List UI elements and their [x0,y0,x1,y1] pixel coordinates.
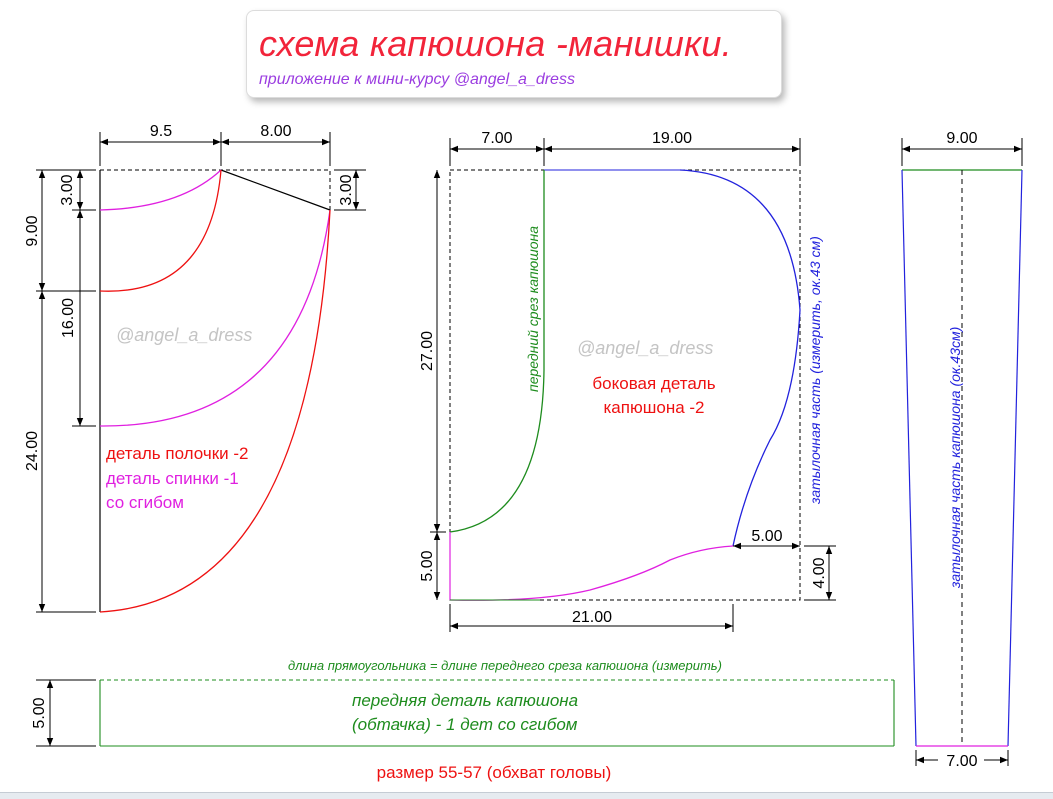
back-edge-curve [679,169,801,547]
back-armhole-curve [99,209,331,613]
dim-label-bottom-left: 5.00 [31,697,48,728]
label-rectangle-note: длина прямоугольника = длине переднего с… [288,658,722,673]
right-piece-left-edge [901,169,917,747]
middle-pattern-piece: 7.00 19.00 27.00 5.00 21.00 5.00 4.00 пе… [419,130,836,632]
dim-label-right-bottom: 7.00 [946,753,977,770]
right-pattern-piece: 9.00 7.00 затылочная часть капюшона (ок.… [901,130,1023,770]
left-piece-shoulder-line [220,169,331,211]
dim-label-left-16: 16.00 [60,298,77,338]
bottom-edge-curve [449,545,734,601]
left-pattern-piece: 9.5 8.00 3.00 9.00 16.00 24.00 3.00 @ang… [24,123,366,613]
label-front-edge: передний срез капюшона [525,226,541,392]
dim-label-left-3: 3.00 [59,174,76,205]
label-back-strip: затылочная часть капюшона (ок.43см) [947,327,963,589]
dim-label-mid-bottom: 21.00 [572,609,612,626]
dim-label-mid-left-27: 27.00 [419,331,436,371]
label-back-edge: затылочная часть (измерить, ок.43 см) [807,236,823,505]
dim-label-right-top: 9.00 [946,130,977,147]
dim-label-mid-top-b: 19.00 [652,130,692,147]
dim-label-right-3: 3.00 [338,174,355,205]
dim-label-top-a: 9.5 [150,123,172,140]
label-fold: со сгибом [106,493,184,512]
front-neck-curve [99,169,222,211]
bottom-window-edge [0,792,1053,799]
dim-label-left-9: 9.00 [24,215,41,246]
label-front-hood-line2: (обтачка) - 1 дет со сгибом [352,715,578,734]
right-piece-right-edge [1007,169,1023,747]
title-box: схема капюшона -манишки. приложение к ми… [246,10,782,98]
front-armhole-curve [99,209,331,427]
dim-label-mid-right-5: 5.00 [751,528,782,545]
dim-label-top-b: 8.00 [260,123,291,140]
diagram-title: схема капюшона -манишки. [259,23,732,64]
dim-label-mid-left-5: 5.00 [419,550,436,581]
watermark-left: @angel_a_dress [116,325,252,345]
dim-label-left-24: 24.00 [24,431,41,471]
label-back-piece: деталь спинки -1 [106,469,239,488]
bottom-pattern-piece: длина прямоугольника = длине переднего с… [31,658,895,747]
size-label: размер 55-57 (обхват головы) [377,763,612,782]
front-edge-curve [449,170,545,533]
dim-label-mid-right-4: 4.00 [811,557,828,588]
label-side-piece-line1: боковая деталь [592,374,715,393]
label-front-piece: деталь полочки -2 [106,444,248,463]
label-side-piece-line2: капюшона -2 [604,398,705,417]
label-front-hood-line1: передняя деталь капюшона [352,691,578,710]
dim-label-mid-top-a: 7.00 [481,130,512,147]
watermark-middle: @angel_a_dress [577,338,713,358]
back-neck-curve [99,169,222,292]
diagram-subtitle: приложение к мини-курсу @angel_a_dress [259,71,575,88]
